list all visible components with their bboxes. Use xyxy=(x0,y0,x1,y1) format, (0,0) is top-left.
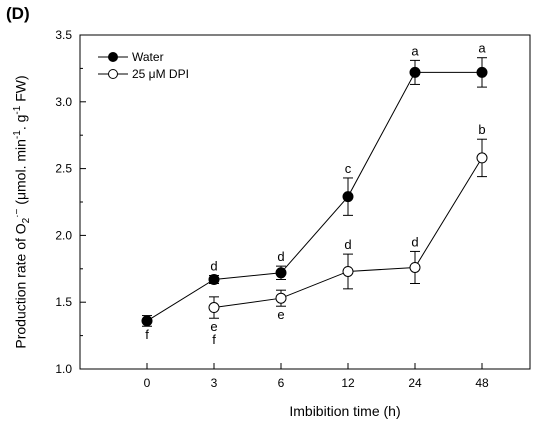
legend-swatch-open-circle xyxy=(98,68,128,79)
y-tick-label: 3.0 xyxy=(55,95,72,109)
x-tick-label: 3 xyxy=(211,376,218,390)
x-tick-label: 12 xyxy=(341,376,355,390)
data-point-series-0 xyxy=(141,315,153,327)
y-axis-title: Production rate of O2·− (μmol. min-1. g-… xyxy=(11,75,33,349)
x-tick-label: 6 xyxy=(278,376,285,390)
data-point-series-1 xyxy=(208,302,220,314)
significance-label: c xyxy=(345,161,352,176)
x-tick-label: 0 xyxy=(144,376,151,390)
y-tick-label: 1.5 xyxy=(55,295,72,309)
y-tick-label: 3.5 xyxy=(55,28,72,42)
significance-label: a xyxy=(411,43,419,58)
significance-label: d xyxy=(210,258,217,273)
significance-label: d xyxy=(277,249,284,264)
significance-label: e xyxy=(210,319,217,334)
data-point-series-1 xyxy=(476,152,488,164)
series-line-0 xyxy=(146,71,482,322)
data-point-series-0 xyxy=(409,66,421,78)
significance-label: f xyxy=(145,327,149,342)
legend-label-water: Water xyxy=(132,49,164,64)
y-tick-label: 1.0 xyxy=(55,362,72,376)
y-tick-label: 2.5 xyxy=(55,162,72,176)
significance-label: f xyxy=(212,332,216,347)
legend-item-water: Water xyxy=(98,48,189,65)
data-point-series-1 xyxy=(342,265,354,277)
data-point-series-0 xyxy=(342,191,354,203)
x-axis-title: Imbibition time (h) xyxy=(289,403,401,419)
significance-label: d xyxy=(344,237,351,252)
significance-label: a xyxy=(478,41,486,56)
panel-label: (D) xyxy=(6,4,30,23)
x-tick-label: 24 xyxy=(408,376,422,390)
legend-label-dpi: 25 μM DPI xyxy=(132,66,189,81)
data-point-series-0 xyxy=(208,273,220,285)
y-tick-label: 2.0 xyxy=(55,228,72,242)
legend-swatch-filled-circle xyxy=(98,51,128,62)
significance-label: b xyxy=(478,122,485,137)
legend: Water 25 μM DPI xyxy=(98,48,189,82)
data-point-series-0 xyxy=(275,267,287,279)
data-point-series-1 xyxy=(275,292,287,304)
legend-item-dpi: 25 μM DPI xyxy=(98,65,189,82)
significance-label: d xyxy=(411,234,418,249)
data-point-series-1 xyxy=(409,261,421,273)
significance-label: e xyxy=(277,307,284,322)
x-tick-label: 48 xyxy=(475,376,489,390)
data-point-series-0 xyxy=(476,66,488,78)
